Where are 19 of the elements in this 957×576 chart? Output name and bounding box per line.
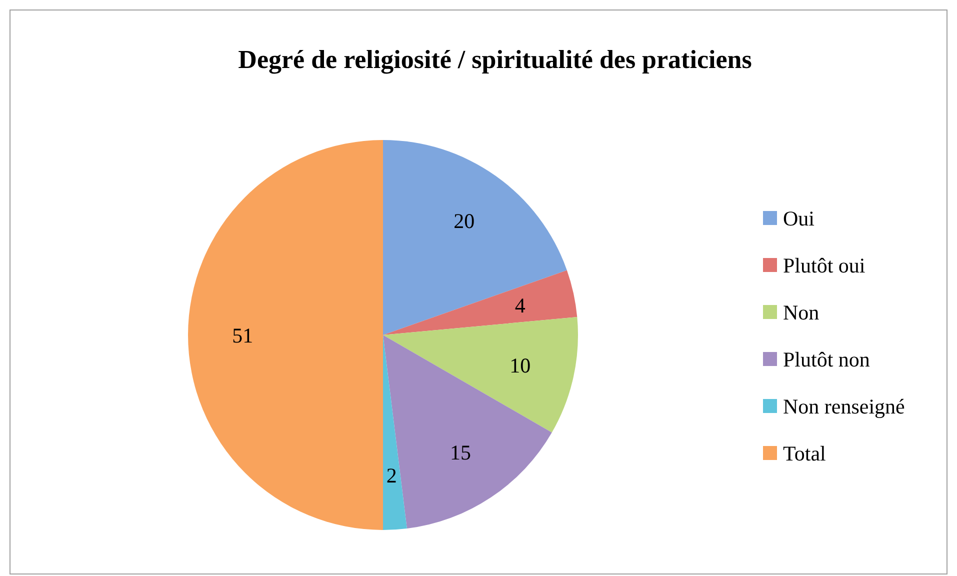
legend-label: Non (783, 300, 820, 324)
pie-slice (383, 140, 567, 335)
data-label: 2 (386, 463, 397, 488)
legend-label: Plutôt non (783, 347, 870, 372)
pie-slice (383, 335, 407, 530)
legend-label: Plutôt oui (783, 253, 866, 278)
data-label: 4 (514, 293, 526, 318)
legend-label: Non renseigné (783, 394, 905, 418)
data-label: 15 (450, 440, 472, 464)
chart-title: Degré de religiosité / spiritualité des praticiens (238, 45, 752, 74)
data-label: 10 (510, 353, 531, 378)
legend-label: Oui (783, 206, 815, 230)
data-label: 51 (232, 323, 254, 348)
pie-slice (383, 335, 552, 529)
pie-slice (383, 270, 578, 335)
legend-label: Total (783, 441, 826, 466)
pie-slice (383, 317, 578, 432)
pie-slice (188, 140, 383, 530)
data-label: 20 (454, 208, 475, 233)
